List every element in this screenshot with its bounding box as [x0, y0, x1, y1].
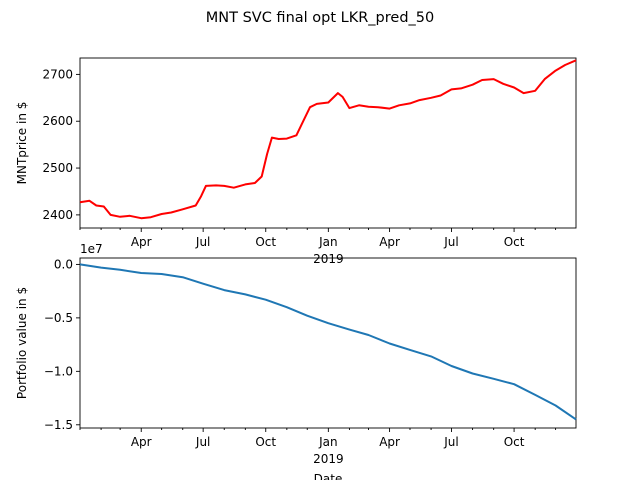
price-ytick-label: 2600 — [42, 114, 73, 128]
portfolio-offset-label: 1e7 — [80, 242, 103, 256]
portfolio-series-line — [79, 263, 577, 421]
price-xtick-label: Oct — [504, 235, 525, 249]
portfolio-chart-panel: 0.0 −0.5 −1.0 −1.5 Apr Jul Oct Jan 2019 Apr Jul Oct… — [15, 242, 577, 480]
price-chart-panel: 2400 2500 2600 2700 Apr Jul Oct Jan 2019 Apr Jul Oc… — [15, 57, 577, 266]
price-xtick-label: Oct — [255, 235, 276, 249]
portfolio-xtick-label: Jul — [443, 435, 458, 449]
price-xtick-label: Apr — [379, 235, 400, 249]
portfolio-xtick-label: Jul — [195, 435, 210, 449]
portfolio-xlabel: Date — [314, 472, 343, 480]
price-ytick-label: 2700 — [42, 67, 73, 81]
portfolio-year-label: 2019 — [313, 452, 344, 466]
price-xtick-label: Jul — [195, 235, 210, 249]
price-xtick-label: Jul — [443, 235, 458, 249]
portfolio-xtick-label: Oct — [255, 435, 276, 449]
portfolio-xtick-label: Apr — [131, 435, 152, 449]
price-xtick-label: Apr — [131, 235, 152, 249]
price-xtick-label: Jan — [318, 235, 338, 249]
portfolio-ytick-label: −0.5 — [44, 311, 73, 325]
portfolio-axes-frame — [79, 257, 577, 429]
price-series-line — [79, 59, 577, 220]
figure-title: MNT SVC final opt LKR_pred_50 — [206, 10, 434, 26]
price-ytick-label: 2500 — [42, 161, 73, 175]
portfolio-ytick-label: 0.0 — [54, 257, 73, 271]
portfolio-ytick-label: −1.0 — [44, 364, 73, 378]
price-year-label: 2019 — [313, 252, 344, 266]
portfolio-xtick-label: Jan — [318, 435, 338, 449]
price-ylabel: MNTprice in $ — [15, 102, 29, 185]
portfolio-ylabel: Portfolio value in $ — [15, 287, 29, 399]
portfolio-xtick-label: Apr — [379, 435, 400, 449]
price-ytick-label: 2400 — [42, 208, 73, 222]
portfolio-xtick-label: Oct — [504, 435, 525, 449]
portfolio-ytick-label: −1.5 — [44, 418, 73, 432]
